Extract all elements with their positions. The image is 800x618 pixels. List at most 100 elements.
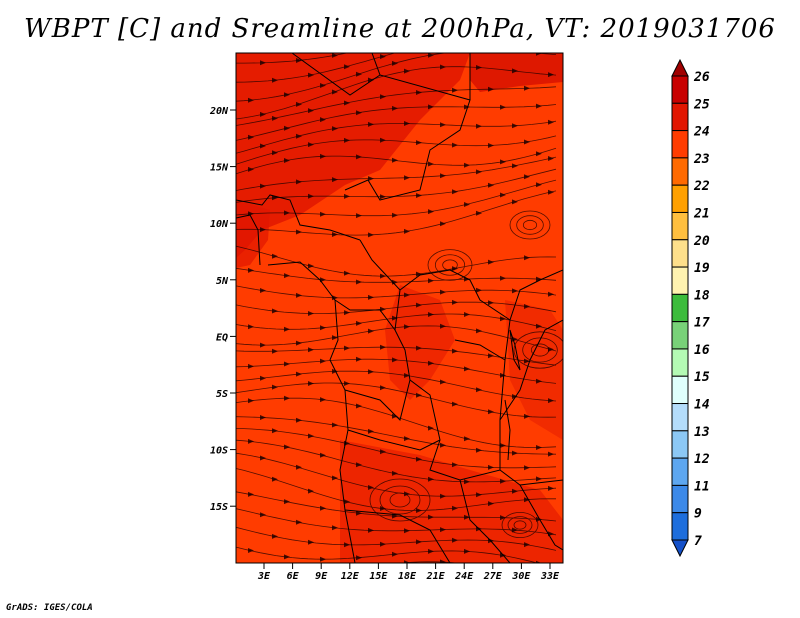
streamline-arrowhead — [284, 210, 290, 216]
streamline-arrowhead — [392, 357, 398, 363]
colorbar-segment — [671, 321, 689, 350]
streamline-arrowhead — [452, 348, 458, 354]
colorbar-label: 9 — [694, 507, 702, 522]
streamline-arrowhead — [524, 542, 530, 548]
streamline-arrowhead — [320, 452, 326, 458]
streamline-arrowhead — [536, 276, 542, 282]
streamline — [398, 561, 461, 563]
streamline — [236, 382, 557, 418]
streamline-arrowhead — [368, 45, 374, 50]
vortex-streamline — [509, 210, 551, 240]
streamline-arrowhead — [368, 232, 374, 238]
streamline-arrowhead — [536, 560, 542, 563]
streamline-arrowhead — [380, 54, 386, 60]
streamline-arrowhead — [476, 492, 482, 498]
streamline-arrowhead — [452, 87, 458, 93]
streamline-arrowhead — [464, 104, 470, 110]
streamline-arrowhead — [404, 36, 410, 41]
streamline-arrowhead — [416, 44, 422, 49]
streamline-arrowhead — [248, 398, 254, 404]
streamline-arrowhead — [260, 60, 266, 66]
streamline-arrowhead — [464, 514, 470, 520]
vortex-streamline — [427, 249, 473, 281]
streamline — [236, 2, 556, 45]
streamline-arrowhead — [248, 548, 254, 553]
warm-region-north — [236, 53, 470, 258]
streamline-arrowhead — [248, 438, 254, 444]
streamline-arrowhead — [320, 83, 326, 88]
streamline-arrowhead — [428, 53, 434, 58]
streamline-arrowhead — [332, 368, 338, 374]
lat-tick-label: 15N — [210, 163, 229, 174]
streamline-arrowhead — [500, 159, 506, 165]
streamline-arrowhead — [332, 232, 338, 237]
streamline — [236, 285, 557, 299]
streamline-arrowhead — [524, 255, 530, 261]
streamline-arrowhead — [548, 15, 554, 20]
streamline-arrowhead — [320, 153, 326, 159]
streamline-arrowhead — [356, 462, 362, 468]
streamline-arrowhead — [500, 275, 506, 281]
streamline-arrowhead — [332, 475, 338, 481]
streamline-arrowhead — [548, 72, 554, 78]
colorbar-segment — [671, 157, 689, 186]
streamline-arrowhead — [380, 385, 386, 391]
streamline-arrowhead — [512, 527, 518, 533]
streamline-arrowhead — [476, 287, 482, 293]
streamline-arrowhead — [308, 142, 314, 148]
streamline-arrowhead — [464, 202, 470, 207]
streamline — [236, 325, 557, 352]
streamline-arrowhead — [440, 64, 446, 70]
streamline-arrowhead — [260, 111, 266, 117]
streamline-arrowhead — [380, 194, 386, 200]
streamline-arrowhead — [248, 97, 254, 103]
streamline-arrowhead — [404, 175, 410, 181]
streamline-arrowhead — [272, 308, 278, 314]
vortex-streamline — [369, 478, 431, 522]
streamline-arrowhead — [272, 476, 278, 482]
streamline-arrowhead — [452, 537, 458, 543]
streamline-arrowhead — [344, 542, 350, 548]
colorbar: 26 25 24 23 22 21 20 19 18 17 16 15 14 13 12 11 9 7 — [671, 58, 710, 558]
streamline — [236, 576, 556, 605]
streamline-arrowhead — [440, 559, 446, 563]
warm-region-east — [505, 300, 563, 440]
streamline-arrowhead — [320, 556, 326, 562]
chart-title: WBPT [C] and Sreamline at 200hPa, VT: 20… — [24, 14, 776, 44]
colorbar-label: 14 — [694, 398, 710, 413]
colorbar-segment — [671, 130, 689, 159]
streamline-arrowhead — [548, 119, 554, 125]
streamline-arrowhead — [452, 299, 458, 305]
streamline-arrows — [248, 15, 554, 589]
streamline-arrowhead — [344, 193, 350, 199]
streamline-arrowhead — [368, 564, 374, 569]
vortex-streamline — [522, 219, 538, 231]
lon-tick-label: 18E — [398, 571, 417, 582]
streamline-arrowhead — [272, 533, 278, 539]
streamline-arrowhead — [380, 94, 386, 100]
colorbar-label: 22 — [693, 179, 710, 194]
streamline-arrowhead — [548, 584, 554, 589]
streamline-arrowhead — [272, 77, 278, 83]
colorbar-label: 25 — [693, 97, 710, 112]
colorbar-segment — [671, 75, 689, 104]
lon-tick-label: 15E — [369, 571, 388, 582]
streamline-arrowhead — [356, 33, 362, 38]
vortex-streamline — [522, 337, 558, 363]
streamline-arrowhead — [536, 151, 542, 157]
streamline-arrowhead — [356, 279, 362, 285]
streamline-arrowhead — [332, 53, 338, 58]
streamline-arrowhead — [284, 499, 290, 505]
streamline-arrowhead — [500, 443, 506, 448]
streamline-arrowhead — [404, 68, 410, 74]
streamline-arrowhead — [260, 512, 266, 518]
streamline-arrowhead — [416, 302, 422, 308]
vortex-streamline — [434, 254, 466, 276]
streamline-arrowhead — [428, 425, 434, 431]
streamline-arrowhead — [512, 123, 518, 129]
streamline-arrowhead — [332, 177, 338, 183]
streamline-arrowhead — [464, 436, 470, 442]
colorbar-label: 23 — [693, 152, 710, 167]
colorbar-label: 16 — [694, 343, 710, 358]
streamline-arrowhead — [320, 358, 326, 364]
